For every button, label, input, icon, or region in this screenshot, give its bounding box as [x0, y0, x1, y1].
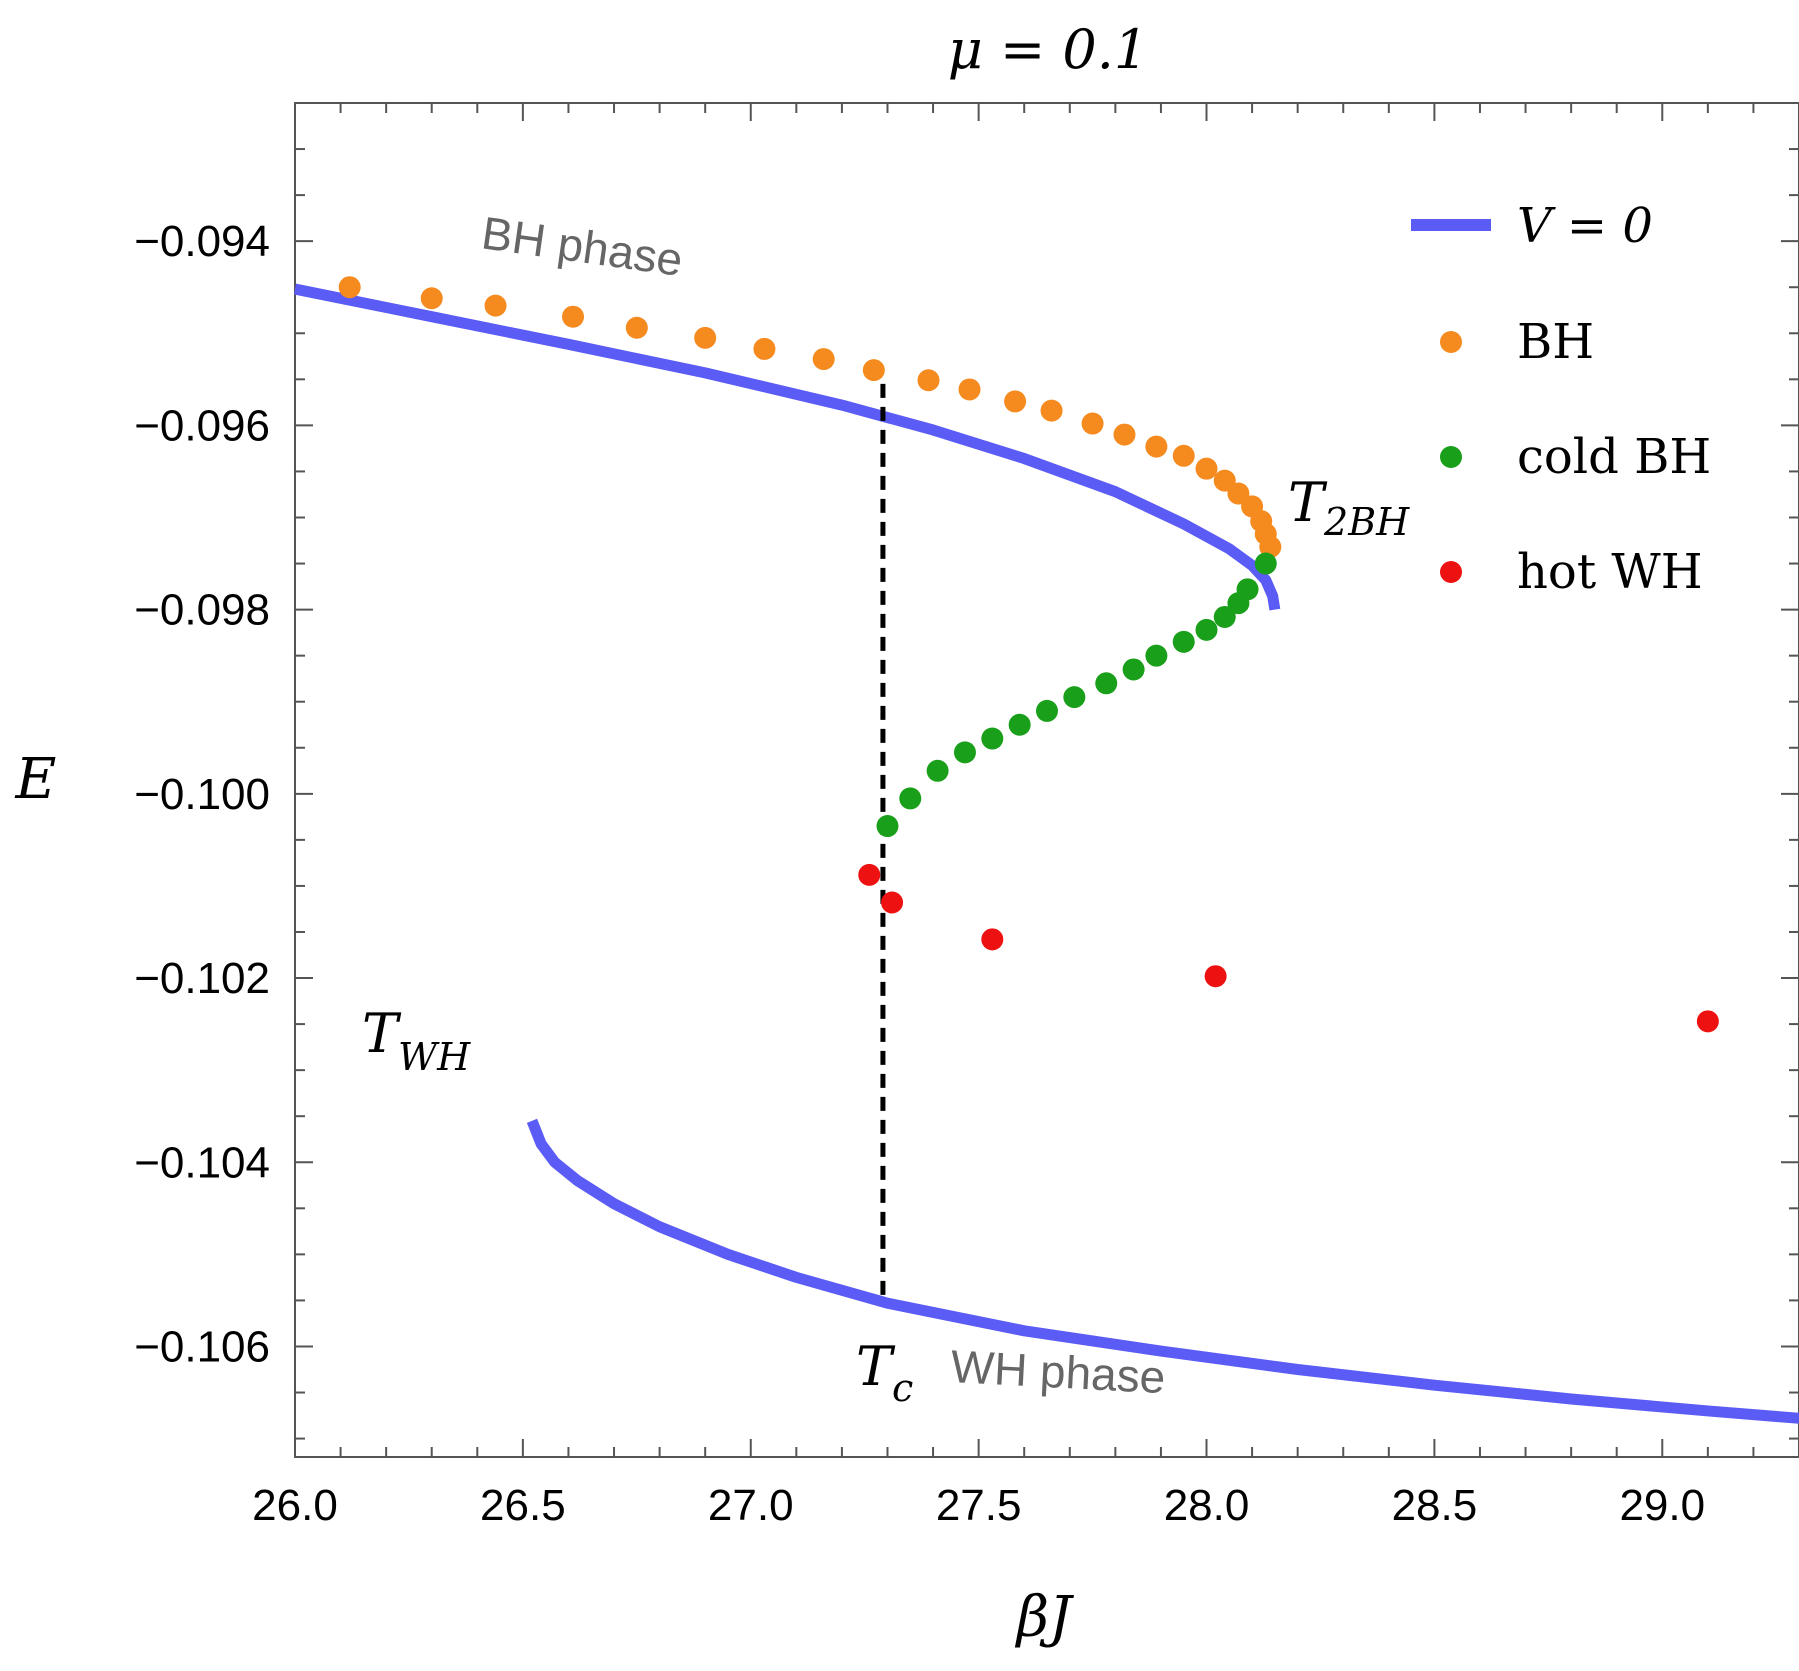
point-cold-bh — [1227, 592, 1250, 615]
point-cold-bh — [899, 787, 922, 810]
series-points — [338, 276, 1719, 1033]
wh-phase-label: WH phase — [949, 1340, 1166, 1403]
point-cold-bh — [876, 815, 899, 838]
point-bh — [1213, 469, 1236, 492]
point-cold-bh — [1122, 658, 1145, 681]
point-bh — [625, 316, 648, 339]
point-bh — [694, 326, 717, 349]
x-tick-label: 26.0 — [252, 1481, 338, 1530]
legend: V = 0 BH cold BH hot WH — [1411, 198, 1711, 600]
x-tick-label: 27.5 — [936, 1481, 1022, 1530]
point-bh — [420, 287, 443, 310]
point-cold-bh — [981, 727, 1004, 750]
plot-frame — [294, 102, 1799, 1458]
point-bh — [484, 294, 507, 317]
point-bh — [1145, 435, 1168, 458]
x-axis-label: βJ — [1015, 1585, 1075, 1650]
y-tick-label: −0.102 — [134, 954, 270, 1003]
t2bh-annotation: T2BH — [1288, 471, 1410, 544]
axis-ticks — [294, 102, 1799, 1457]
twh-main: T — [362, 1002, 402, 1065]
point-bh — [812, 348, 835, 371]
point-cold-bh — [1254, 552, 1277, 575]
point-hot-wh — [981, 928, 1004, 951]
legend-swatch-hot-wh — [1440, 561, 1462, 583]
y-tick-label: −0.094 — [134, 217, 270, 266]
x-tick-label: 29.0 — [1619, 1481, 1705, 1530]
twh-sub: WH — [398, 1035, 471, 1079]
y-tick-label: −0.106 — [134, 1322, 270, 1371]
tc-main: T — [856, 1335, 896, 1398]
point-bh — [958, 378, 981, 401]
x-tick-label: 28.5 — [1392, 1481, 1478, 1530]
tc-sub: c — [892, 1366, 913, 1410]
tc-annotation: Tc — [856, 1335, 913, 1410]
point-cold-bh — [1172, 630, 1195, 653]
point-cold-bh — [1036, 699, 1058, 722]
point-cold-bh — [1213, 605, 1236, 628]
point-bh — [1172, 444, 1195, 467]
y-tick-label: −0.104 — [134, 1138, 270, 1187]
y-tick-label: −0.100 — [134, 770, 270, 819]
x-tick-label: 28.0 — [1164, 1481, 1250, 1530]
twh-annotation: TWH — [362, 1002, 471, 1079]
point-cold-bh — [1145, 644, 1168, 667]
point-bh — [1113, 423, 1136, 446]
series-lines — [293, 283, 1799, 1424]
legend-label-v0: V = 0 — [1517, 198, 1653, 254]
t2bh-sub: 2BH — [1323, 500, 1410, 544]
legend-swatch-cold-bh — [1440, 446, 1462, 468]
bh-phase-label: BH phase — [479, 206, 686, 286]
point-bh — [1040, 399, 1063, 422]
point-cold-bh — [1008, 713, 1031, 736]
point-hot-wh — [1696, 1010, 1719, 1033]
point-bh — [1259, 535, 1282, 558]
point-cold-bh — [1095, 672, 1118, 695]
point-hot-wh — [1204, 965, 1227, 988]
series-line-v-0-bh-branch — [293, 283, 1281, 611]
point-cold-bh — [926, 759, 949, 782]
point-bh — [1081, 412, 1104, 435]
y-tick-label: −0.098 — [134, 586, 270, 635]
point-bh — [338, 276, 361, 299]
x-tick-label: 26.5 — [480, 1481, 566, 1530]
point-bh — [1195, 457, 1218, 480]
x-tick-label: 27.0 — [708, 1481, 794, 1530]
point-hot-wh — [881, 891, 904, 914]
y-tick-label: −0.096 — [134, 401, 270, 450]
point-bh — [1227, 482, 1250, 505]
axis-tick-labels: 26.0 26.5 27.0 27.5 28.0 28.5 29.0 −0.094 −0.096… — [134, 217, 1705, 1530]
series-line-v-0-wh-branch — [526, 1118, 1799, 1424]
point-cold-bh — [1195, 618, 1218, 641]
point-cold-bh — [1063, 686, 1086, 709]
legend-label-bh: BH — [1517, 314, 1594, 370]
legend-label-hot-wh: hot WH — [1517, 544, 1703, 600]
point-bh — [753, 337, 776, 360]
point-bh — [917, 369, 940, 392]
y-axis-label: E — [15, 747, 57, 812]
point-bh — [862, 359, 885, 382]
point-hot-wh — [858, 863, 881, 886]
chart-title: μ = 0.1 — [948, 18, 1149, 81]
point-cold-bh — [953, 741, 976, 764]
legend-swatch-bh — [1440, 331, 1462, 353]
t2bh-main: T — [1288, 471, 1328, 534]
point-bh — [1004, 390, 1027, 413]
point-bh — [562, 305, 585, 328]
legend-label-cold-bh: cold BH — [1517, 429, 1711, 485]
